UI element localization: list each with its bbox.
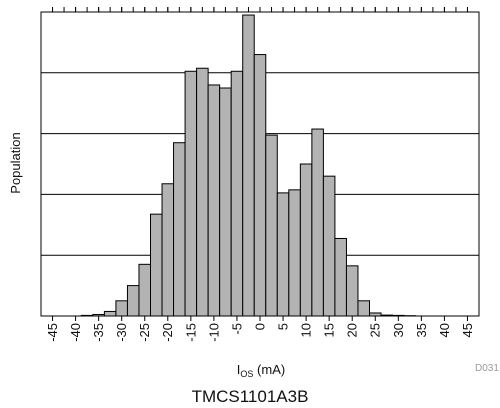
x-tick-label: 10 <box>299 323 314 337</box>
x-axis-label: IOS (mA) <box>237 362 285 379</box>
histogram-bar <box>334 237 347 317</box>
x-tick-label: 25 <box>368 323 383 337</box>
histogram-bar <box>126 285 140 317</box>
x-tick-label: 30 <box>391 323 406 337</box>
x-axis-label-subscript: OS <box>240 369 253 379</box>
x-tick-label: -30 <box>114 323 129 342</box>
x-tick-label: 35 <box>414 323 429 337</box>
chart-caption: TMCS1101A3B <box>192 387 309 406</box>
histogram-bar <box>230 70 244 317</box>
x-tick-label: -20 <box>160 323 175 342</box>
x-tick-label: -40 <box>68 323 83 342</box>
histogram-bar <box>115 300 128 317</box>
histogram-bar <box>357 300 371 317</box>
histogram-bar <box>173 142 186 317</box>
x-tick-label: 0 <box>252 323 267 330</box>
histogram-bar <box>311 128 324 317</box>
x-axis-label-symbol: I <box>237 362 241 377</box>
x-tick-label: -5 <box>229 323 244 335</box>
histogram-bar <box>207 84 221 317</box>
histogram-bar <box>138 263 151 317</box>
x-tick-label: -45 <box>45 323 60 342</box>
histogram-bar <box>103 310 117 317</box>
figure-id: D031 <box>475 363 499 374</box>
x-tick-label: -35 <box>91 323 106 342</box>
histogram-bar <box>322 175 336 317</box>
x-axis-label-unit: (mA) <box>253 362 285 377</box>
histogram-bar <box>184 70 198 317</box>
histogram-bar <box>196 67 209 317</box>
x-tick-label: 15 <box>322 323 337 337</box>
x-tick-label: -10 <box>206 323 221 342</box>
x-tick-label: 40 <box>437 323 452 337</box>
tick-marks <box>52 7 468 321</box>
histogram-bar <box>242 14 255 317</box>
histogram-bar <box>219 87 232 317</box>
histogram-bar <box>150 213 163 317</box>
histogram-bar <box>265 134 278 317</box>
histogram-bar <box>161 183 175 317</box>
histogram-bar <box>345 265 359 317</box>
histogram-bars <box>80 14 417 317</box>
x-tick-label: -15 <box>183 323 198 342</box>
histogram-bar <box>299 163 313 317</box>
x-tick-label: -25 <box>137 323 152 342</box>
x-tick-labels: -45 -40 -35 -30 -25 -20 -15 -10 -5 0 5 10 15 20 25 30 35… <box>45 323 475 342</box>
histogram-bar <box>276 192 290 317</box>
x-tick-label: 5 <box>275 323 290 330</box>
x-tick-label: 45 <box>460 323 475 337</box>
histogram-bar <box>288 189 301 317</box>
y-axis-label: Population <box>8 132 23 193</box>
histogram-bar <box>253 54 267 317</box>
x-tick-label: 20 <box>345 323 360 337</box>
